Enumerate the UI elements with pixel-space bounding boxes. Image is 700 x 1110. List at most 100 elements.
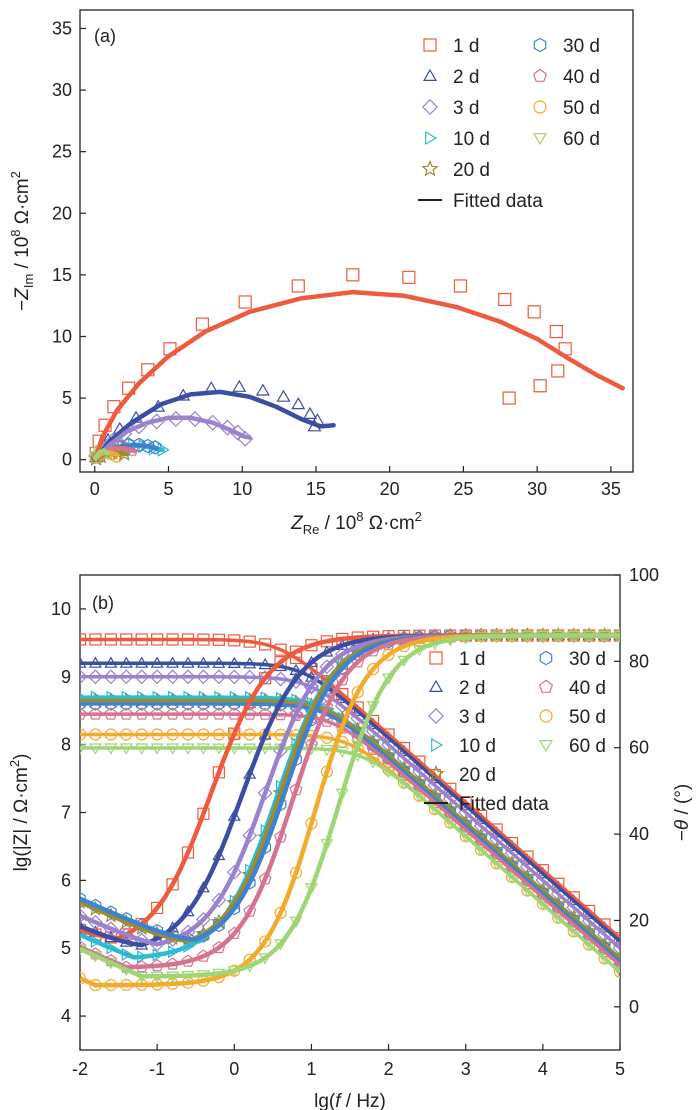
b-y-tick-label: 4 (61, 1006, 71, 1026)
a-legend-marker-1d (423, 38, 437, 52)
b-y2-tick-label: 80 (629, 651, 649, 671)
a-y-tick-label: 0 (62, 450, 72, 470)
a-point-1d (346, 268, 360, 282)
a-point-2d (276, 389, 291, 402)
b-y-axis-label: lg(|Z| / Ω·cm2) (7, 754, 32, 872)
a-point-1d (502, 391, 516, 405)
a-legend-item-30d: 30 d (533, 36, 600, 57)
b-phase-point-50d (367, 662, 380, 676)
b-y-tick-label: 8 (61, 735, 71, 755)
a-legend-item-60d: 60 d (532, 129, 600, 150)
a-legend-label-10d: 10 d (453, 129, 490, 150)
b-y-tick-label: 6 (61, 870, 71, 890)
b-impedance-point-40d (104, 707, 118, 720)
b-impedance-point-3d (195, 669, 211, 685)
b-impedance-fit-1d (80, 637, 620, 940)
b-legend-marker-20d (427, 764, 445, 782)
b-y-tick-label: 5 (61, 938, 71, 958)
b-impedance-point-40d (166, 707, 180, 720)
a-panel-label: (a) (94, 26, 116, 46)
b-legend-label-1d: 1 d (459, 649, 485, 670)
a-x-ticks: 0 5 10 15 20 25 30 35 (90, 466, 621, 499)
a-point-2d (291, 396, 306, 410)
b-impedance-point-50d (613, 965, 620, 979)
b-x-tick-label: -1 (149, 1059, 165, 1079)
b-legend-label-60d: 60 d (569, 736, 606, 757)
a-point-30d (141, 438, 155, 454)
a-y-axis-label: −ZIm / 108 Ω·cm2 (8, 171, 36, 311)
b-impedance-point-3d (103, 669, 119, 685)
b-impedance-fit-60d (80, 746, 620, 974)
b-phase-point-3d (226, 864, 242, 880)
b-impedance-point-3d (180, 669, 196, 685)
a-legend-item-2d: 2 d (422, 67, 479, 88)
a-legend-marker-40d (532, 68, 548, 82)
b-impedance-point-40d (150, 707, 164, 720)
a-legend-label-40d: 40 d (563, 67, 600, 88)
b-x-tick-label: -2 (72, 1059, 88, 1079)
b-phase-fit-60d (80, 633, 620, 979)
b-legend-marker-2d (428, 679, 444, 693)
a-x-tick-label: 15 (306, 479, 326, 499)
a-point-2d (255, 383, 270, 396)
b-y2-tick-label: 20 (629, 910, 649, 930)
a-legend-marker-60d (532, 132, 548, 146)
b-impedance-point-3d (165, 669, 181, 685)
b-impedance-point-3d (211, 669, 227, 685)
a-point-1d (238, 295, 252, 309)
b-legend-item-40d: 40 d (538, 678, 606, 699)
b-impedance-point-40d (88, 707, 102, 720)
b-y2-tick-label: 100 (629, 565, 659, 585)
b-impedance-fit-20d (80, 698, 620, 960)
b-legend-item-60d: 60 d (538, 736, 606, 757)
a-legend-item-20d: 20 d (421, 159, 490, 181)
a-y-tick-label: 35 (52, 18, 72, 38)
a-legend-label-50d: 50 d (563, 98, 600, 119)
b-impedance-point-40d (135, 707, 149, 720)
b-y-tick-label: 9 (61, 667, 71, 687)
b-phase-point-50d (259, 935, 272, 948)
b-x-tick-label: 1 (306, 1059, 316, 1079)
b-legend-label-10d: 10 d (459, 736, 496, 757)
b-phase-point-30d (444, 629, 457, 643)
a-legend-item-Fitteddata: Fitted data (418, 191, 543, 212)
b-legend-item-20d: 20 d (427, 764, 496, 786)
b-legend-item-2d: 2 d (428, 678, 485, 699)
b-x-tick-label: 0 (229, 1059, 239, 1079)
b-y2-axis-label: −θ / (°) (672, 784, 693, 842)
a-x-tick-label: 20 (380, 479, 400, 499)
a-point-2d (232, 379, 247, 392)
b-phase-point-40d (243, 904, 257, 917)
b-impedance-point-60d (613, 967, 620, 979)
a-legend-marker-3d (421, 98, 439, 116)
b-x-ticks: -2 -1 0 1 2 3 4 5 (72, 1044, 625, 1079)
a-legend-marker-10d (425, 130, 438, 146)
a-point-1d (551, 364, 565, 378)
b-legend-marker-40d (538, 679, 554, 693)
a-legend-label-3d: 3 d (453, 98, 479, 119)
b-impedance-fit-10d (80, 695, 620, 960)
a-point-1d (498, 292, 512, 307)
b-phase-point-50d (351, 685, 364, 699)
b-legend-item-1d: 1 d (429, 649, 485, 670)
a-legend-item-3d: 3 d (421, 98, 479, 119)
b-impedance-point-3d (149, 669, 165, 685)
a-x-axis-label: ZRe / 108 Ω·cm2 (290, 509, 422, 537)
b-phase-point-3d (288, 706, 304, 722)
a-legend-label-Fitteddata: Fitted data (453, 191, 543, 212)
a-fit-line-2d (93, 389, 336, 461)
b-impedance-point-3d (87, 669, 103, 685)
b-legend-item-3d: 3 d (427, 707, 485, 728)
a-x-tick-label: 35 (601, 479, 621, 499)
b-legend-label-40d: 40 d (569, 678, 606, 699)
b-impedance-fit-40d (80, 712, 620, 967)
a-legend-marker-2d (422, 68, 438, 82)
b-legend-marker-60d (538, 739, 554, 753)
a-legend-label-2d: 2 d (453, 67, 479, 88)
a-x-tick-label: 30 (527, 479, 547, 499)
b-phase-point-50d (382, 648, 395, 661)
b-legend-label-2d: 2 d (459, 678, 485, 699)
b-y2-ticks: 0 20 40 60 80 100 (614, 565, 659, 1017)
b-legend-item-30d: 30 d (539, 649, 606, 670)
